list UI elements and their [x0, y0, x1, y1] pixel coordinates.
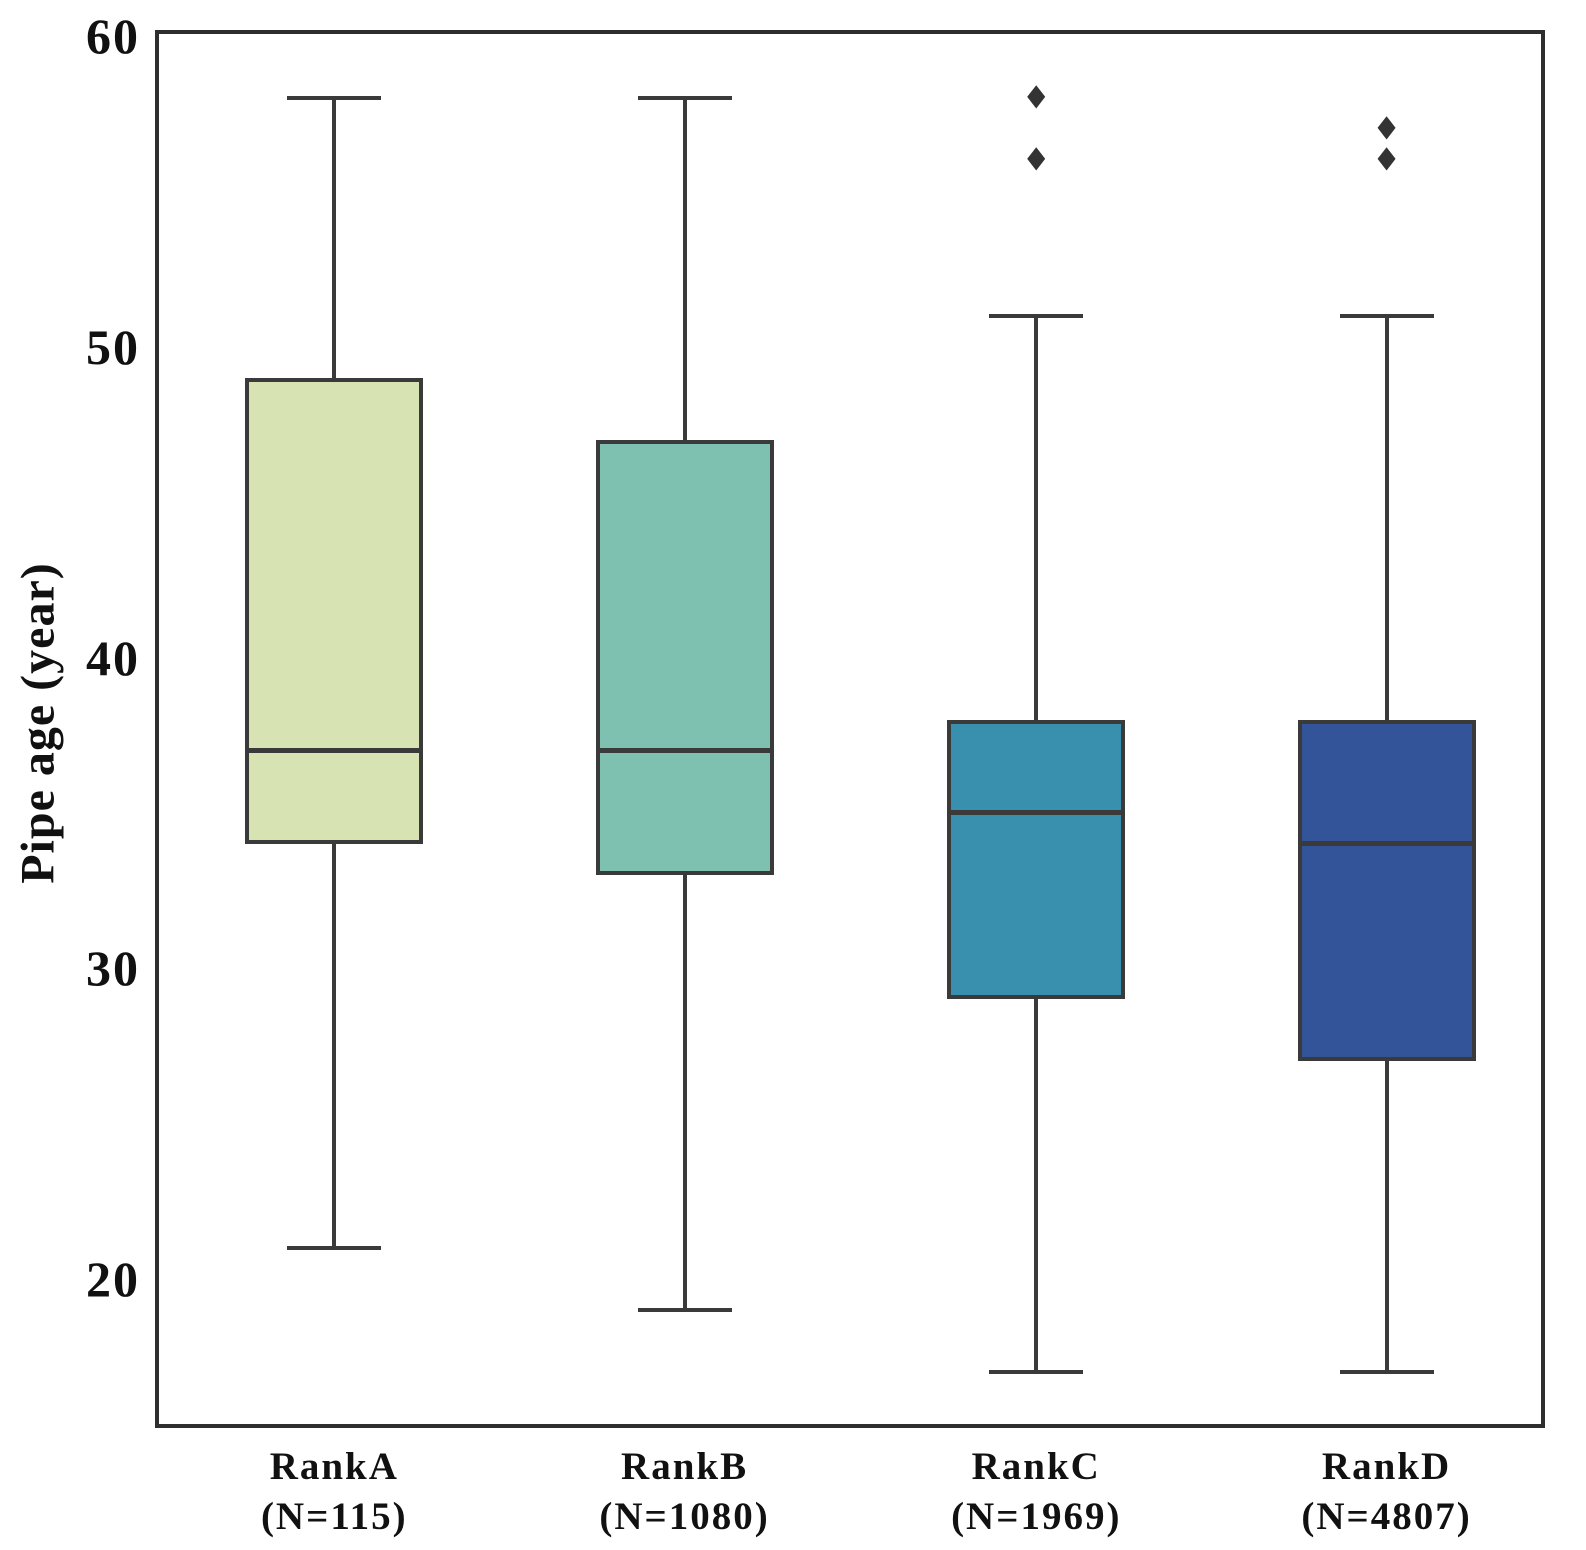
category-name: RankB	[621, 1445, 749, 1488]
category-name: RankD	[1321, 1445, 1452, 1488]
category-count: (N=1080)	[599, 1495, 770, 1538]
outlier-diamond-icon: ♦	[1372, 140, 1401, 179]
median-line	[245, 748, 424, 754]
whisker-cap	[1339, 313, 1434, 318]
y-tick-label: 60	[86, 8, 140, 65]
median-line	[1297, 841, 1476, 847]
category-count: (N=1969)	[951, 1495, 1122, 1538]
whisker-cap	[1339, 1370, 1434, 1375]
y-tick-label: 50	[86, 318, 140, 375]
whisker-cap	[637, 1307, 732, 1312]
category-label-ranka: RankA (N=115)	[261, 1442, 408, 1542]
category-count: (N=115)	[260, 1495, 408, 1538]
box-ranka	[245, 377, 424, 844]
category-label-rankc: RankC (N=1969)	[951, 1442, 1121, 1542]
y-axis-title: Pipe age (year)	[11, 562, 65, 884]
whisker-cap	[989, 313, 1084, 318]
median-line	[947, 810, 1126, 816]
y-tick-label: 40	[86, 629, 140, 686]
whisker-cap	[287, 96, 382, 101]
median-line	[595, 748, 774, 754]
outlier-diamond-icon: ♦	[1021, 140, 1051, 179]
box-rankd	[1297, 719, 1476, 1062]
y-tick-label: 20	[86, 1250, 140, 1307]
whisker-cap	[287, 1245, 382, 1250]
category-label-rankb: RankB (N=1080)	[599, 1442, 769, 1542]
category-name: RankA	[269, 1445, 399, 1488]
box-rankb	[595, 440, 774, 875]
outlier-diamond-icon: ♦	[1021, 78, 1051, 117]
category-name: RankC	[971, 1445, 1101, 1488]
whisker-cap	[637, 96, 732, 101]
y-tick-label: 30	[86, 940, 140, 997]
box-rankc	[947, 719, 1126, 1000]
category-label-rankd: RankD (N=4807)	[1301, 1442, 1471, 1542]
whisker-cap	[989, 1370, 1084, 1375]
outlier-diamond-icon: ♦	[1372, 109, 1401, 148]
category-count: (N=4807)	[1301, 1495, 1472, 1538]
